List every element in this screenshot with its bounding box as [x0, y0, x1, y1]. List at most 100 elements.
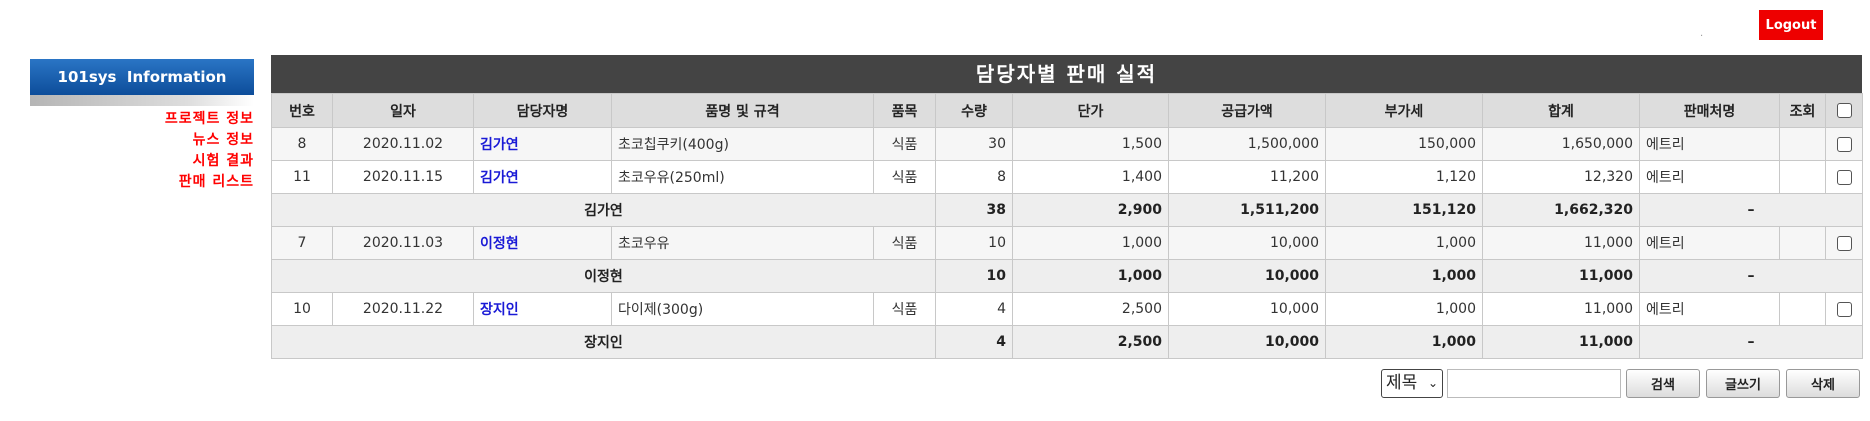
write-button[interactable]: 글쓰기	[1706, 369, 1780, 398]
chevron-down-icon: ⌄	[1427, 376, 1438, 390]
cell-unit-price: 1,000	[1012, 226, 1169, 260]
subtotal-qty: 38	[935, 193, 1013, 227]
cell-category: 식품	[873, 160, 936, 194]
subtotal-vendor: –	[1639, 259, 1863, 293]
search-field-selected: 제목	[1386, 373, 1418, 393]
cell-total: 12,320	[1482, 160, 1640, 194]
row-checkbox[interactable]	[1836, 169, 1852, 185]
subtotal-supply: 10,000	[1168, 325, 1326, 359]
col-header-qty: 수량	[935, 93, 1013, 128]
cell-total: 11,000	[1482, 226, 1640, 260]
col-header-vat: 부가세	[1325, 93, 1483, 128]
subtotal-manager: 장지인	[271, 325, 936, 359]
cell-view[interactable]	[1779, 160, 1826, 194]
cell-total: 11,000	[1482, 292, 1640, 326]
cell-vendor: 에트리	[1639, 292, 1780, 326]
cell-qty: 30	[935, 127, 1013, 161]
subtotal-total: 1,662,320	[1482, 193, 1640, 227]
row-checkbox[interactable]	[1836, 301, 1852, 317]
cell-vat: 150,000	[1325, 127, 1483, 161]
cell-date: 2020.11.22	[332, 292, 474, 326]
select-all-checkbox[interactable]	[1836, 103, 1852, 118]
search-input[interactable]	[1447, 369, 1621, 398]
cell-view[interactable]	[1779, 292, 1826, 326]
table-row: 8 2020.11.02 김가연 초코칩쿠키(400g) 식품 30 1,500…	[271, 127, 1863, 161]
subtotal-unit-price: 1,000	[1012, 259, 1169, 293]
logout-button[interactable]: Logout	[1759, 10, 1823, 40]
cell-vat: 1,000	[1325, 226, 1483, 260]
cell-category: 식품	[873, 127, 936, 161]
manager-link[interactable]: 이정현	[480, 236, 519, 252]
table-row: 11 2020.11.15 김가연 초코우유(250ml) 식품 8 1,400…	[271, 160, 1863, 194]
cell-supply: 10,000	[1168, 292, 1326, 326]
table-title: 담당자별 판매 실적	[271, 55, 1862, 93]
cell-total: 1,650,000	[1482, 127, 1640, 161]
cell-date: 2020.11.03	[332, 226, 474, 260]
table-row: 7 2020.11.03 이정현 초코우유 식품 10 1,000 10,000…	[271, 226, 1863, 260]
cell-supply: 1,500,000	[1168, 127, 1326, 161]
subtotal-manager: 김가연	[271, 193, 936, 227]
cell-product: 초코우유(250ml)	[611, 160, 874, 194]
col-header-unit-price: 단가	[1012, 93, 1169, 128]
col-header-vendor: 판매처명	[1639, 93, 1780, 128]
sidebar-link-project[interactable]: 프로젝트 정보	[164, 111, 254, 127]
cell-qty: 10	[935, 226, 1013, 260]
sidebar-link-news[interactable]: 뉴스 정보	[192, 132, 254, 148]
subtotal-vendor: –	[1639, 193, 1863, 227]
cell-qty: 4	[935, 292, 1013, 326]
subtotal-row: 장지인 4 2,500 10,000 1,000 11,000 –	[271, 325, 1863, 359]
cell-date: 2020.11.15	[332, 160, 474, 194]
cell-unit-price: 1,400	[1012, 160, 1169, 194]
manager-link[interactable]: 장지인	[480, 302, 519, 318]
manager-link[interactable]: 김가연	[480, 170, 519, 186]
cell-supply: 11,200	[1168, 160, 1326, 194]
cell-supply: 10,000	[1168, 226, 1326, 260]
row-checkbox[interactable]	[1836, 235, 1852, 251]
cell-qty: 8	[935, 160, 1013, 194]
subtotal-qty: 10	[935, 259, 1013, 293]
cell-no: 8	[271, 127, 333, 161]
sales-table-panel: 담당자별 판매 실적 번호 일자 담당자명 품명 및 규격 품목 수량 단가 공…	[271, 55, 1863, 359]
col-header-category: 품목	[873, 93, 936, 128]
cell-vendor: 에트리	[1639, 226, 1780, 260]
cell-product: 초코우유	[611, 226, 874, 260]
subtotal-supply: 10,000	[1168, 259, 1326, 293]
table-header-row: 번호 일자 담당자명 품명 및 규격 품목 수량 단가 공급가액 부가세 합계 …	[271, 93, 1863, 128]
col-header-date: 일자	[332, 93, 474, 128]
col-header-supply: 공급가액	[1168, 93, 1326, 128]
subtotal-vat: 1,000	[1325, 325, 1483, 359]
cell-view[interactable]	[1779, 127, 1826, 161]
decor-dots: . .	[1700, 28, 1800, 39]
sales-table: 번호 일자 담당자명 품명 및 규격 품목 수량 단가 공급가액 부가세 합계 …	[271, 93, 1863, 359]
search-button[interactable]: 검색	[1626, 369, 1700, 398]
col-header-select-all[interactable]	[1825, 93, 1863, 128]
sidebar-nav: 프로젝트 정보 뉴스 정보 시험 결과 판매 리스트	[165, 109, 254, 193]
subtotal-vat: 1,000	[1325, 259, 1483, 293]
col-header-no: 번호	[271, 93, 333, 128]
subtotal-manager: 이정현	[271, 259, 936, 293]
search-field-select[interactable]: 제목 ⌄	[1381, 369, 1443, 398]
cell-product: 다이제(300g)	[611, 292, 874, 326]
subtotal-total: 11,000	[1482, 259, 1640, 293]
sidebar-shadow	[30, 95, 254, 106]
col-header-view: 조회	[1779, 93, 1826, 128]
subtotal-qty: 4	[935, 325, 1013, 359]
subtotal-vat: 151,120	[1325, 193, 1483, 227]
cell-vat: 1,000	[1325, 292, 1483, 326]
cell-category: 식품	[873, 292, 936, 326]
cell-vat: 1,120	[1325, 160, 1483, 194]
sidebar-link-sales-list[interactable]: 판매 리스트	[178, 174, 254, 190]
col-header-product: 품명 및 규격	[611, 93, 874, 128]
sidebar-link-test-results[interactable]: 시험 결과	[192, 153, 254, 169]
row-checkbox[interactable]	[1836, 136, 1852, 152]
subtotal-row: 이정현 10 1,000 10,000 1,000 11,000 –	[271, 259, 1863, 293]
manager-link[interactable]: 김가연	[480, 137, 519, 153]
delete-button[interactable]: 삭제	[1786, 369, 1860, 398]
subtotal-unit-price: 2,900	[1012, 193, 1169, 227]
subtotal-vendor: –	[1639, 325, 1863, 359]
sidebar-title: 101sys Information	[30, 59, 254, 95]
table-row: 10 2020.11.22 장지인 다이제(300g) 식품 4 2,500 1…	[271, 292, 1863, 326]
subtotal-total: 11,000	[1482, 325, 1640, 359]
cell-view[interactable]	[1779, 226, 1826, 260]
cell-no: 10	[271, 292, 333, 326]
